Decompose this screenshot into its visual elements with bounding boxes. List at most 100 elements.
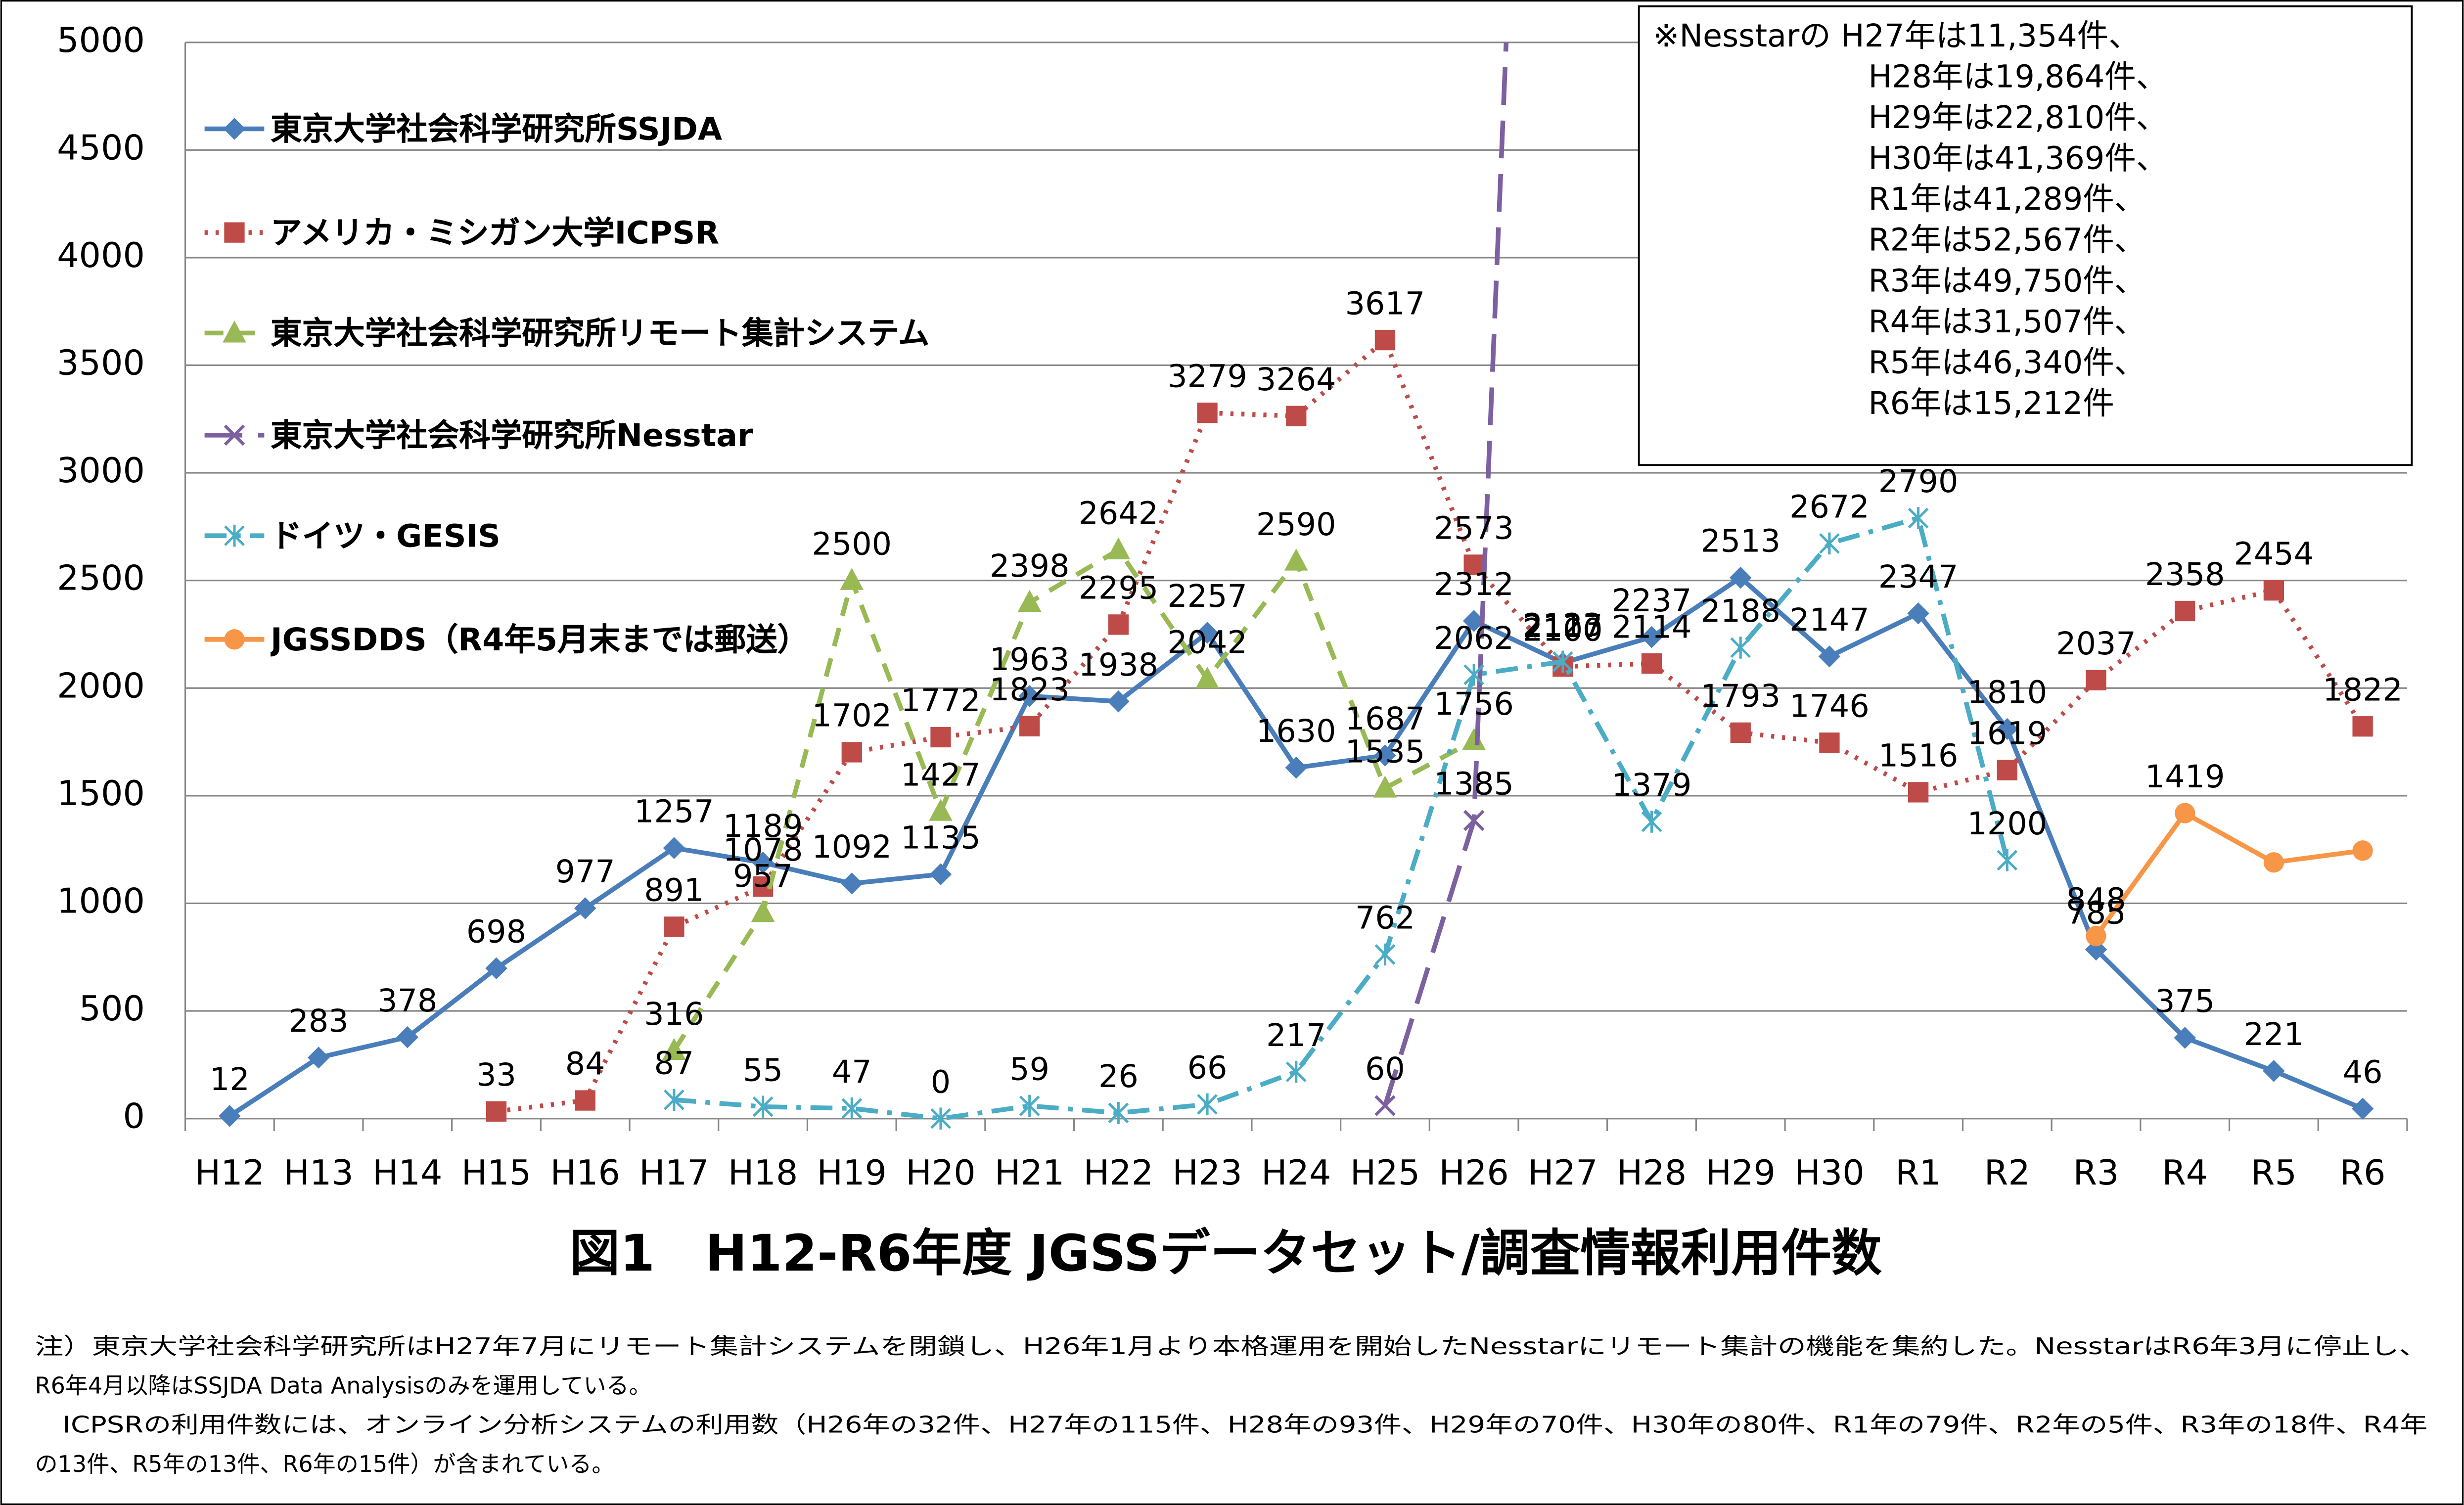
data-point (486, 1101, 507, 1122)
series-line (672, 547, 1475, 1052)
data-label: 1822 (2323, 671, 2403, 708)
data-point (1195, 666, 1219, 689)
data-point (1017, 590, 1042, 612)
data-label: 1092 (812, 828, 892, 865)
legend-marker (223, 320, 246, 343)
data-label: 957 (733, 858, 793, 894)
data-point (1374, 1095, 1396, 1116)
legend-marker (224, 629, 245, 650)
data-label: 3617 (1345, 285, 1425, 321)
data-label: 47 (832, 1053, 872, 1090)
data-label: 1963 (990, 641, 1070, 678)
x-tick-label: H30 (1794, 1153, 1864, 1193)
data-label: 60 (1365, 1050, 1405, 1087)
data-label: 2672 (1789, 489, 1870, 525)
data-label: 2188 (1700, 593, 1780, 629)
data-label: 2257 (1167, 578, 1247, 614)
data-label: 1823 (990, 671, 1070, 708)
data-label: 1793 (1700, 678, 1780, 714)
data-point (664, 1089, 684, 1111)
x-tick-label: H20 (906, 1153, 975, 1193)
data-point (1997, 760, 2017, 780)
data-point (841, 1097, 863, 1120)
data-label: 1200 (1967, 805, 2047, 842)
data-point (1463, 664, 1485, 686)
data-point (2086, 925, 2106, 947)
data-point (1730, 637, 1751, 659)
data-label: 2590 (1256, 506, 1336, 543)
data-label: 87 (654, 1045, 694, 1081)
data-point (841, 742, 862, 763)
chart-title: 図1 H12-R6年度 JGSSデータセット/調査情報利用件数 (570, 1224, 1882, 1282)
legend-entry: 東京大学社会科学研究所SSJDA (271, 110, 723, 148)
data-label: 1687 (1345, 700, 1425, 737)
data-label: 84 (565, 1046, 605, 1082)
data-point (1018, 685, 1041, 707)
y-tick-label: 2500 (57, 558, 145, 598)
data-point (1462, 610, 1485, 632)
data-label: 375 (2155, 983, 2215, 1019)
data-label: 66 (1187, 1049, 1228, 1086)
data-label: 1630 (1256, 713, 1336, 749)
legend-label: 東京大学社会科学研究所SSJDA (271, 110, 723, 148)
x-tick-label: H12 (195, 1153, 265, 1193)
data-label: 1257 (634, 793, 714, 829)
legend-entry: JGSSDDS（R4年5月末までは郵送） (271, 621, 809, 658)
data-point (2352, 716, 2373, 737)
note-box (1638, 5, 2413, 466)
data-label: 2513 (1700, 523, 1780, 559)
data-point (664, 916, 684, 937)
y-tick-label: 0 (123, 1096, 144, 1137)
data-label: 378 (377, 982, 437, 1019)
data-label: 2347 (1878, 558, 1959, 595)
data-point (1819, 532, 1840, 555)
data-point (930, 727, 951, 748)
data-point (2175, 803, 2195, 823)
legend-marker (224, 524, 245, 547)
legend-marker (224, 424, 245, 446)
data-point (1908, 782, 1929, 803)
data-label: 2573 (1434, 510, 1514, 547)
data-label: 3264 (1256, 361, 1336, 398)
data-point (1286, 406, 1307, 426)
data-point (751, 900, 775, 922)
data-label: 2454 (2234, 535, 2314, 572)
data-point (485, 957, 507, 980)
footnote-line: の13件、R5年の13件、R6年の15件）が含まれている。 (35, 1451, 615, 1477)
data-point (574, 897, 596, 919)
y-tick-label: 1000 (57, 881, 145, 921)
y-tick-label: 3000 (57, 451, 145, 491)
x-tick-label: H25 (1350, 1153, 1420, 1193)
data-label: 1078 (723, 831, 803, 868)
note-line: H29年は22,810件、 (1868, 99, 2167, 136)
data-label: 46 (2343, 1053, 2383, 1090)
data-label: 762 (1355, 900, 1415, 936)
data-point (1730, 566, 1752, 589)
data-point (929, 799, 953, 821)
data-label: 55 (743, 1051, 783, 1088)
x-tick-label: H26 (1439, 1153, 1508, 1193)
x-tick-label: R6 (2340, 1153, 2386, 1193)
data-point (1907, 602, 1929, 625)
data-label: 2100 (1523, 611, 1603, 648)
data-label: 3279 (1167, 358, 1247, 394)
data-label: 2358 (2145, 556, 2225, 593)
note-line: R4年は31,507件、 (1868, 303, 2145, 340)
series-line (496, 336, 2365, 1114)
data-point (1373, 775, 1397, 798)
data-point (1285, 757, 1307, 779)
data-label: 1535 (1345, 733, 1425, 770)
y-tick-label: 5000 (57, 20, 145, 60)
data-label: 33 (476, 1056, 516, 1093)
data-point (2086, 670, 2106, 690)
data-point (1107, 690, 1130, 713)
legend-entry: 東京大学社会科学研究所リモート集計システム (271, 314, 929, 352)
data-label: 2037 (2056, 625, 2136, 662)
note-line: R6年は15,212件 (1868, 385, 2114, 421)
data-label: 891 (644, 872, 704, 909)
data-label: 2114 (1612, 608, 1692, 645)
x-tick-label: H27 (1528, 1153, 1597, 1193)
data-label: 316 (644, 996, 704, 1032)
data-label: 2117 (1523, 608, 1603, 644)
